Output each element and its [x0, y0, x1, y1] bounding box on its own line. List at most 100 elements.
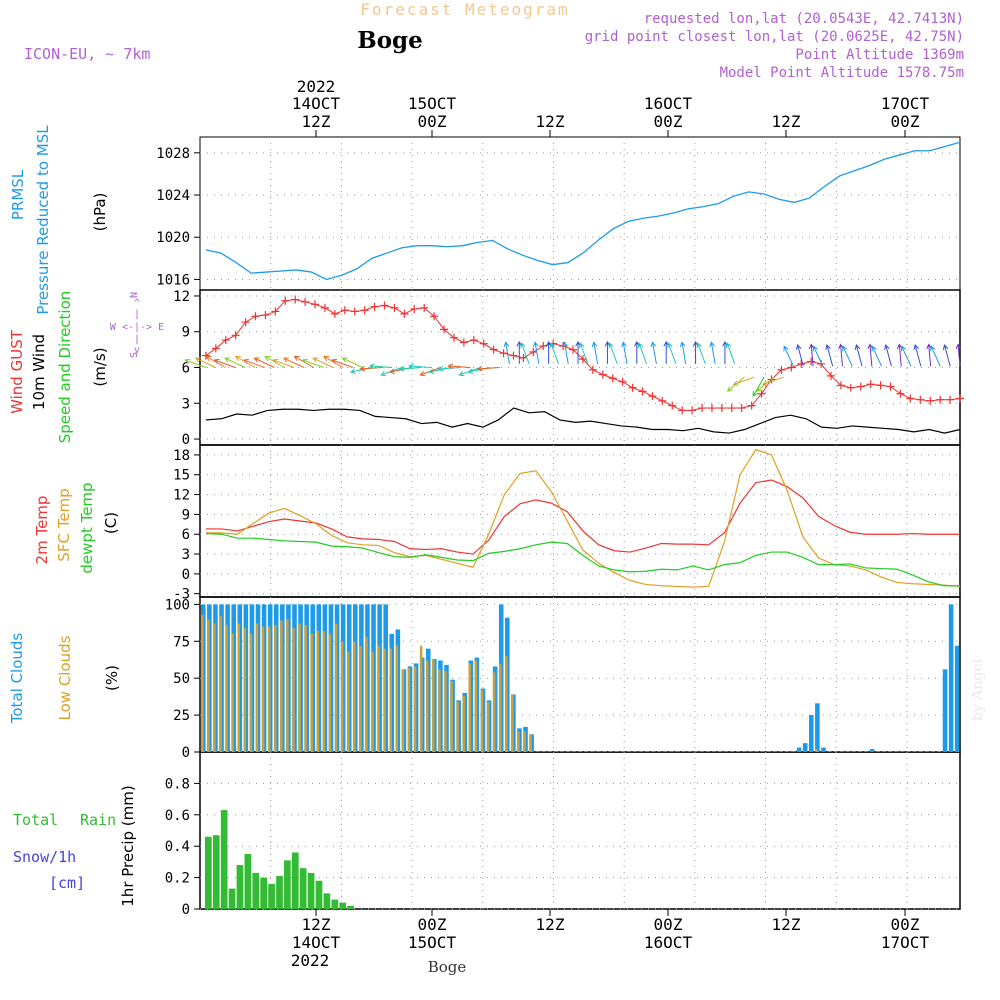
low-cloud-bar: [292, 628, 295, 752]
total-cloud-bar: [693, 751, 699, 752]
total-cloud-bar: [638, 751, 644, 752]
top-hour: 12Z: [536, 112, 565, 131]
wind-arrow: [562, 341, 569, 365]
panel-0: 1016 1020 1024 1028: [156, 136, 961, 291]
bottom-hour: 00Z: [891, 915, 920, 934]
total-cloud-bar: [547, 751, 553, 752]
total-cloud-bar: [827, 751, 832, 752]
low-cloud-bar: [438, 669, 441, 752]
total-cloud-bar: [596, 751, 601, 752]
gust-marker: [281, 296, 290, 305]
gust-marker: [410, 305, 419, 314]
total-cloud-bar: [669, 751, 674, 752]
gust-marker: [499, 349, 508, 358]
low-cloud-bar: [346, 651, 350, 752]
wind-arrow: [184, 358, 207, 368]
footer-location: Boge: [428, 958, 467, 976]
wind-arrow: [955, 343, 962, 367]
y-tick-label: 50: [173, 671, 190, 687]
low-cloud-bar: [225, 625, 228, 752]
total-cloud-bar: [802, 743, 808, 752]
low-cloud-bar: [334, 623, 338, 752]
rain-bar: [323, 893, 331, 909]
rain-bar: [260, 877, 268, 909]
wind-arrow: [896, 343, 903, 367]
y-tick-label: 9: [182, 325, 190, 341]
rain-bar: [268, 883, 275, 909]
gust-marker: [916, 395, 925, 404]
wind-arrow: [808, 343, 815, 367]
gust-marker: [311, 300, 320, 309]
gust-marker: [479, 339, 488, 348]
gust-marker: [638, 387, 647, 396]
svg-text:|: |: [134, 334, 140, 345]
low-cloud-bar: [444, 670, 447, 752]
wind-arrow: [884, 344, 892, 367]
wind-arrow: [368, 363, 393, 370]
bottom-hour: 12Z: [772, 915, 801, 934]
sfc-temp-line: [205, 448, 961, 588]
rain-bar: [315, 880, 323, 909]
gust-marker: [529, 348, 538, 356]
snow-unit: [cm]: [49, 874, 85, 892]
rain-bar: [291, 852, 299, 909]
gust-marker: [440, 325, 449, 334]
panels: 1016102010241028036912-30369121518025507…: [156, 136, 964, 918]
speed-direction-label: Speed and Direction: [56, 291, 74, 444]
low-cloud-bar: [316, 630, 320, 752]
gust-marker: [906, 394, 915, 403]
total-cloud-bar: [644, 751, 650, 752]
rain-bar: [347, 905, 354, 909]
total-cloud-bar: [650, 751, 656, 752]
gust-marker: [430, 312, 439, 321]
low-cloud-bar: [231, 633, 234, 752]
total-cloud-bar: [766, 751, 772, 752]
top-date: 15OCT: [408, 94, 457, 113]
point-altitude: Point Altitude 1369m: [795, 47, 964, 63]
low-cloud-bar: [523, 731, 526, 752]
total-cloud-bar: [577, 751, 583, 752]
panel-frame: [199, 136, 961, 291]
total-cloud-bar: [584, 751, 589, 752]
low-cloud-bar: [201, 614, 204, 752]
total-cloud-bar: [535, 751, 540, 752]
wind-arrow: [667, 342, 677, 365]
wind-arrow: [301, 358, 324, 368]
wind-arrow: [732, 376, 755, 386]
total-cloud-bar: [687, 751, 692, 752]
total-cloud-bar: [821, 747, 826, 752]
requested-coords: requested lon,lat (20.0543E, 42.7413N): [644, 11, 964, 27]
low-cloud-bar: [498, 663, 502, 752]
gust-marker: [489, 345, 498, 354]
rain-bar: [331, 899, 339, 909]
low-cloud-bar: [298, 623, 301, 752]
gust-marker: [261, 311, 270, 320]
y-tick-label: 6: [182, 527, 190, 543]
total-cloud-bar: [565, 751, 571, 752]
low-cloud-bar: [365, 636, 368, 752]
y-tick-label: 0.8: [165, 776, 190, 792]
y-tick-label: 3: [182, 396, 190, 412]
wind-arrow: [549, 342, 559, 365]
total-cloud-bar: [736, 751, 741, 752]
gust-marker: [876, 381, 885, 390]
wind-arrow: [842, 345, 853, 367]
total-cloud-bar: [833, 751, 838, 752]
low-cloud-bar: [486, 701, 490, 752]
gust-marker: [588, 365, 597, 374]
wind-arrow: [709, 341, 716, 365]
wind-arrow: [253, 357, 275, 368]
rain-bar: [252, 872, 260, 909]
pressure-label: Pressure Reduced to MSL: [34, 125, 52, 315]
wind-arrow: [282, 357, 305, 368]
wind-arrow: [608, 342, 618, 365]
wind-10m-label: 10m Wind: [30, 334, 48, 410]
low-cloud-bar: [255, 623, 259, 752]
total-cloud-bar: [632, 751, 638, 752]
low-cloud-bar: [462, 695, 465, 752]
total-cloud-bar: [723, 751, 729, 752]
gust-marker: [707, 404, 716, 413]
